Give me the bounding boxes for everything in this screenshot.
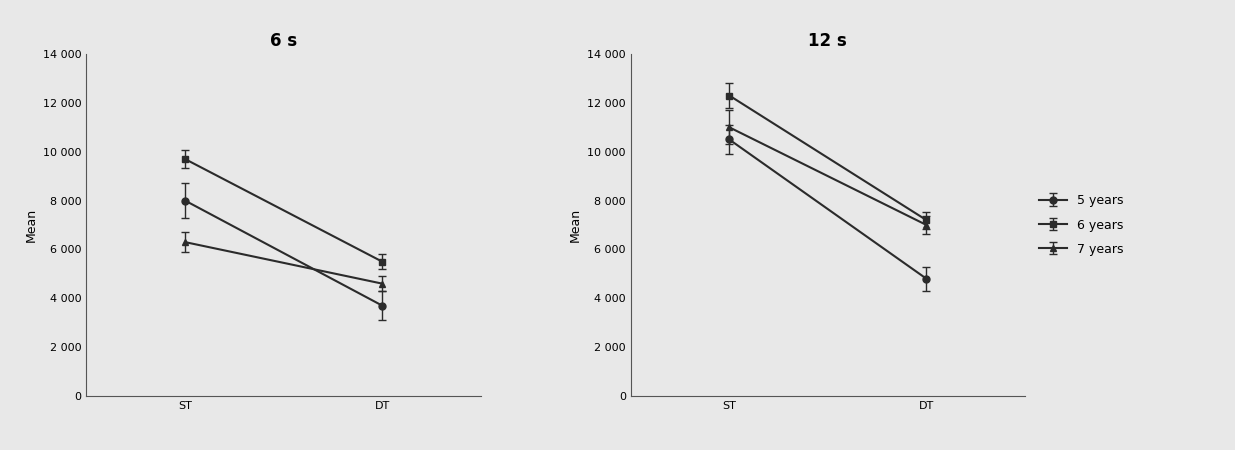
Y-axis label: Mean: Mean [568,208,582,242]
Title: 12 s: 12 s [809,32,847,50]
Title: 6 s: 6 s [270,32,298,50]
Y-axis label: Mean: Mean [25,208,37,242]
Legend: 5 years, 6 years, 7 years: 5 years, 6 years, 7 years [1039,194,1123,256]
